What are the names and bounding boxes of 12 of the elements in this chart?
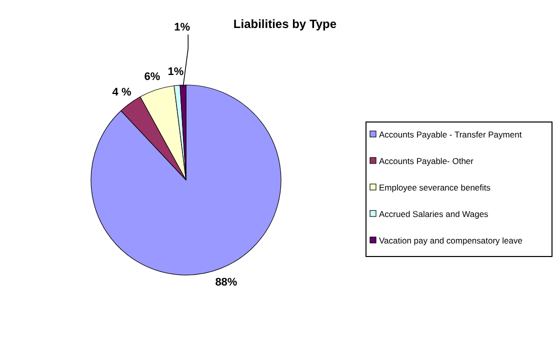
legend-label: Accounts Payable- Other [379, 156, 474, 166]
legend-label: Vacation pay and compensatory leave [379, 236, 523, 246]
data-label: 4 % [112, 86, 132, 99]
data-label: 1% [168, 66, 184, 78]
legend-label: Employee severance benefits [379, 182, 491, 192]
pie-slice [90, 84, 282, 276]
data-label: 6% [144, 71, 160, 84]
data-label: 88% [215, 276, 238, 289]
chart-title: Liabilities by Type [233, 17, 337, 31]
data-label: 1% [174, 22, 190, 34]
legend-label: Accrued Salaries and Wages [379, 209, 488, 219]
legend-label: Accounts Payable - Transfer Payment [379, 130, 522, 140]
